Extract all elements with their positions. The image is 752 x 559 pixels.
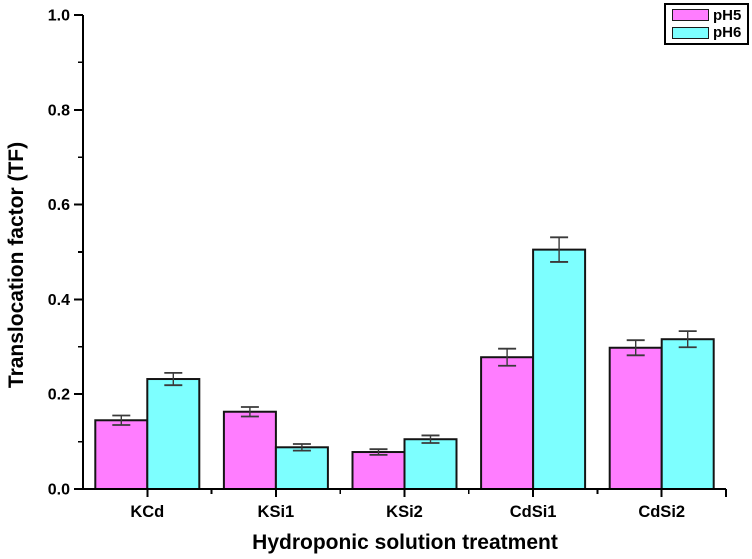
- legend-entry-ph5: pH5: [672, 8, 747, 23]
- bar-pH5-KSi2: [351, 451, 406, 491]
- y-tick-label-0.4: 0.4: [48, 292, 70, 309]
- legend-entry-ph6: pH6: [672, 25, 747, 40]
- x-tick-label-CdSi1: CdSi1: [510, 503, 557, 521]
- x-tick-label-KSi2: KSi2: [386, 503, 423, 521]
- legend: pH5 pH6: [664, 3, 749, 45]
- legend-label-ph6: pH6: [713, 24, 742, 42]
- y-tick-label-0.2: 0.2: [48, 387, 70, 404]
- y-tick-label-0.8: 0.8: [48, 102, 70, 119]
- bar-pH6-KSi1: [274, 446, 329, 490]
- ph6-color-swatch: [672, 26, 709, 39]
- bar-pH6-KCd: [146, 378, 201, 491]
- x-axis-title: Hydroponic solution treatment: [252, 531, 558, 554]
- bar-pH5-CdSi2: [608, 346, 663, 490]
- legend-label-ph5: pH5: [713, 6, 742, 24]
- y-tick-label-0.6: 0.6: [48, 197, 70, 214]
- y-axis-title: Translocation factor (TF): [5, 141, 28, 389]
- bar-pH6-CdSi1: [532, 248, 587, 490]
- bar-pH6-CdSi2: [660, 338, 715, 490]
- ph5-color-swatch: [672, 9, 709, 22]
- bar-pH5-KSi1: [222, 410, 277, 491]
- x-tick-label-CdSi2: CdSi2: [638, 503, 685, 521]
- y-tick-label-1.0: 1.0: [48, 8, 70, 25]
- bar-pH5-CdSi1: [480, 356, 535, 490]
- bar-pH5-KCd: [94, 419, 149, 490]
- bar-pH6-KSi2: [403, 438, 458, 491]
- y-tick-label-0.0: 0.0: [48, 482, 70, 499]
- x-tick-label-KSi1: KSi1: [258, 503, 295, 521]
- x-tick-label-KCd: KCd: [130, 503, 164, 521]
